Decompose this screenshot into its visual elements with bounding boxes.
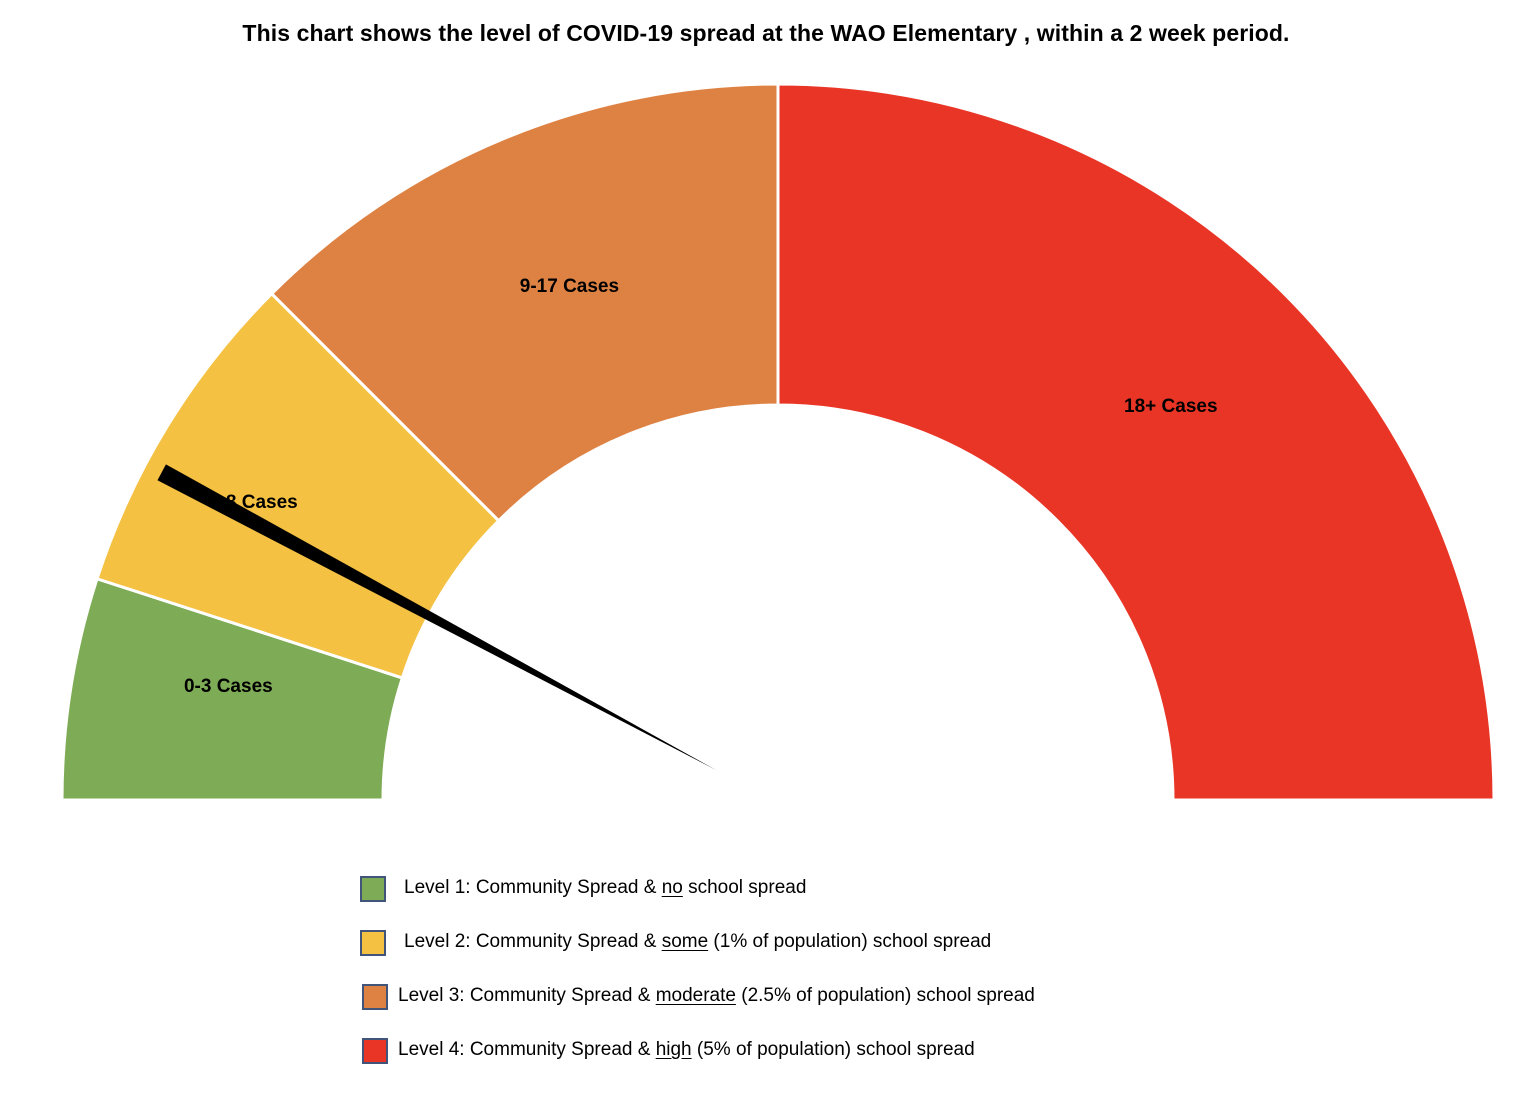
gauge-needle <box>157 464 716 770</box>
legend-swatch-2 <box>360 930 386 956</box>
legend-label-suffix: (5% of population) school spread <box>691 1039 975 1060</box>
legend-label-suffix: (1% of population) school spread <box>708 931 992 952</box>
chart-title: This chart shows the level of COVID-19 s… <box>242 20 1290 46</box>
legend-label-emphasis: moderate <box>655 985 736 1006</box>
segment-label-4: 18+ Cases <box>1124 396 1218 417</box>
legend-label-prefix: Level 4: Community Spread & <box>398 1039 656 1060</box>
legend-label-prefix: Level 1: Community Spread & <box>404 877 662 898</box>
legend-label-1: Level 1: Community Spread & no school sp… <box>404 877 806 899</box>
legend-label-emphasis: some <box>661 931 709 952</box>
legend-label-2: Level 2: Community Spread & some (1% of … <box>404 931 991 953</box>
legend-label-4: Level 4: Community Spread & high (5% of … <box>398 1039 975 1061</box>
legend-swatch-3 <box>362 984 388 1010</box>
legend-swatch-1 <box>360 876 386 902</box>
segment-label-3: 9-17 Cases <box>520 276 619 297</box>
legend-label-3: Level 3: Community Spread & moderate (2.… <box>398 985 1035 1007</box>
legend-label-suffix: (2.5% of population) school spread <box>735 985 1035 1006</box>
gauge-segments <box>60 82 1496 802</box>
legend-swatch-4 <box>362 1038 388 1064</box>
legend-label-prefix: Level 2: Community Spread & <box>404 931 662 952</box>
gauge-segment-4 <box>776 82 1496 802</box>
legend-label-prefix: Level 3: Community Spread & <box>398 985 656 1006</box>
legend-label-emphasis: no <box>661 877 683 898</box>
segment-label-1: 0-3 Cases <box>184 676 273 697</box>
legend-label-emphasis: high <box>655 1039 692 1060</box>
gauge-needle-group <box>157 464 716 770</box>
gauge-segment-3 <box>269 82 780 523</box>
legend-label-suffix: school spread <box>682 877 807 898</box>
